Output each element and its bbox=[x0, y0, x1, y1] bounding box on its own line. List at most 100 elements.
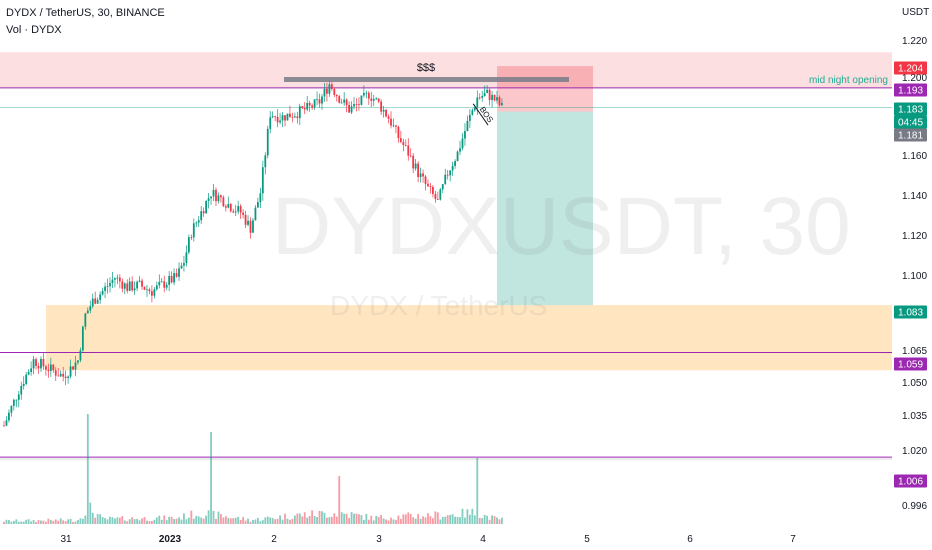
candle-body bbox=[72, 366, 74, 370]
candle-body bbox=[69, 366, 72, 377]
volume-bar bbox=[333, 513, 336, 524]
candle-body bbox=[434, 194, 437, 200]
volume-bar bbox=[367, 519, 370, 524]
price-tag-label: 1.181 bbox=[898, 131, 923, 142]
candle-body bbox=[99, 294, 102, 300]
volume-bar bbox=[276, 518, 279, 524]
candle-body bbox=[404, 144, 407, 146]
volume-bar bbox=[491, 515, 493, 524]
candle-body bbox=[180, 265, 183, 269]
candle-body bbox=[372, 99, 375, 101]
candle-body bbox=[25, 374, 28, 385]
volume-bar bbox=[308, 516, 311, 524]
candle-body bbox=[84, 313, 87, 327]
volume-bar bbox=[146, 520, 148, 524]
candle-body bbox=[32, 359, 35, 369]
candle-body bbox=[412, 155, 415, 169]
volume-bar bbox=[486, 515, 489, 524]
bos-line bbox=[472, 103, 489, 126]
volume-bar bbox=[133, 519, 136, 524]
candle-body bbox=[259, 193, 262, 203]
candle-body bbox=[417, 163, 420, 178]
volume-bar bbox=[323, 512, 326, 524]
candle-body bbox=[409, 155, 412, 157]
volume-bar bbox=[264, 517, 267, 524]
candle-body bbox=[478, 97, 481, 99]
volume-bar bbox=[232, 518, 235, 524]
volume-bar bbox=[377, 516, 380, 524]
candle-body bbox=[311, 105, 314, 108]
volume-bar bbox=[155, 517, 158, 524]
volume-bar bbox=[365, 513, 368, 524]
candle-body bbox=[432, 186, 434, 195]
volume-bar bbox=[136, 518, 139, 524]
candle-body bbox=[444, 174, 447, 185]
volume-bar bbox=[234, 517, 237, 524]
volume-bar bbox=[289, 519, 291, 524]
candle-body bbox=[476, 97, 479, 108]
x-tick-label: 7 bbox=[790, 534, 796, 545]
volume-bar bbox=[49, 519, 52, 524]
candle-body bbox=[370, 98, 373, 101]
candle-body bbox=[303, 108, 306, 110]
candle-body bbox=[271, 116, 274, 118]
volume-bar bbox=[17, 521, 20, 524]
price-tag bbox=[894, 61, 927, 75]
volume-bar bbox=[306, 517, 309, 524]
volume-bar bbox=[138, 520, 141, 524]
candle-body bbox=[86, 310, 89, 314]
volume-bar bbox=[461, 508, 464, 524]
candle-body bbox=[375, 98, 378, 100]
volume-bar bbox=[173, 519, 175, 524]
volume-bar bbox=[160, 519, 163, 524]
volume-bar bbox=[69, 518, 72, 524]
volume-bar bbox=[8, 520, 10, 524]
volume-bar bbox=[483, 514, 486, 524]
symbol-title[interactable]: DYDX / TetherUS, 30, BINANCE bbox=[6, 7, 165, 19]
volume-bar bbox=[121, 516, 124, 524]
candle-body bbox=[239, 206, 242, 213]
candle-body bbox=[264, 155, 267, 168]
candle-body bbox=[17, 394, 20, 400]
volume-bar bbox=[101, 517, 104, 524]
volume-bar bbox=[382, 518, 385, 524]
candle-body bbox=[141, 280, 143, 287]
volume-bar bbox=[57, 520, 60, 524]
price-tag-label: 1.193 bbox=[898, 86, 923, 97]
price-tag-label: 1.006 bbox=[898, 477, 923, 488]
candle-body bbox=[131, 281, 134, 291]
candle-body bbox=[333, 88, 336, 95]
volume-bar bbox=[293, 515, 296, 524]
volume-bar bbox=[478, 518, 481, 524]
volume-bar bbox=[372, 520, 375, 524]
volume-bar bbox=[79, 518, 82, 524]
candle-body bbox=[291, 117, 294, 119]
candle-body bbox=[464, 131, 466, 139]
volume-bar bbox=[449, 514, 452, 524]
x-tick-label: 2 bbox=[271, 534, 277, 545]
candle-body bbox=[493, 94, 496, 101]
volume-bar bbox=[111, 517, 114, 524]
candle-body bbox=[27, 372, 30, 375]
candle-body bbox=[330, 84, 333, 89]
y-tick-label: 1.035 bbox=[902, 411, 927, 422]
volume-bar bbox=[360, 515, 363, 524]
volume-bar bbox=[190, 510, 193, 524]
volume-bar bbox=[197, 516, 200, 524]
candle-body bbox=[256, 202, 259, 208]
price-tag bbox=[894, 102, 927, 116]
volume-bar bbox=[446, 515, 449, 524]
x-tick-label: 4 bbox=[480, 534, 486, 545]
candle-body bbox=[399, 138, 402, 142]
volume-bar bbox=[242, 517, 245, 524]
candle-body bbox=[308, 103, 311, 106]
candle-body bbox=[355, 104, 358, 105]
volume-bar bbox=[348, 518, 350, 524]
candle-body bbox=[126, 283, 129, 291]
candle-body bbox=[365, 92, 368, 94]
candle-body bbox=[491, 94, 493, 101]
candle-body bbox=[380, 101, 383, 112]
y-tick-label: 1.100 bbox=[902, 271, 927, 282]
volume-label[interactable]: Vol · DYDX bbox=[6, 24, 62, 36]
